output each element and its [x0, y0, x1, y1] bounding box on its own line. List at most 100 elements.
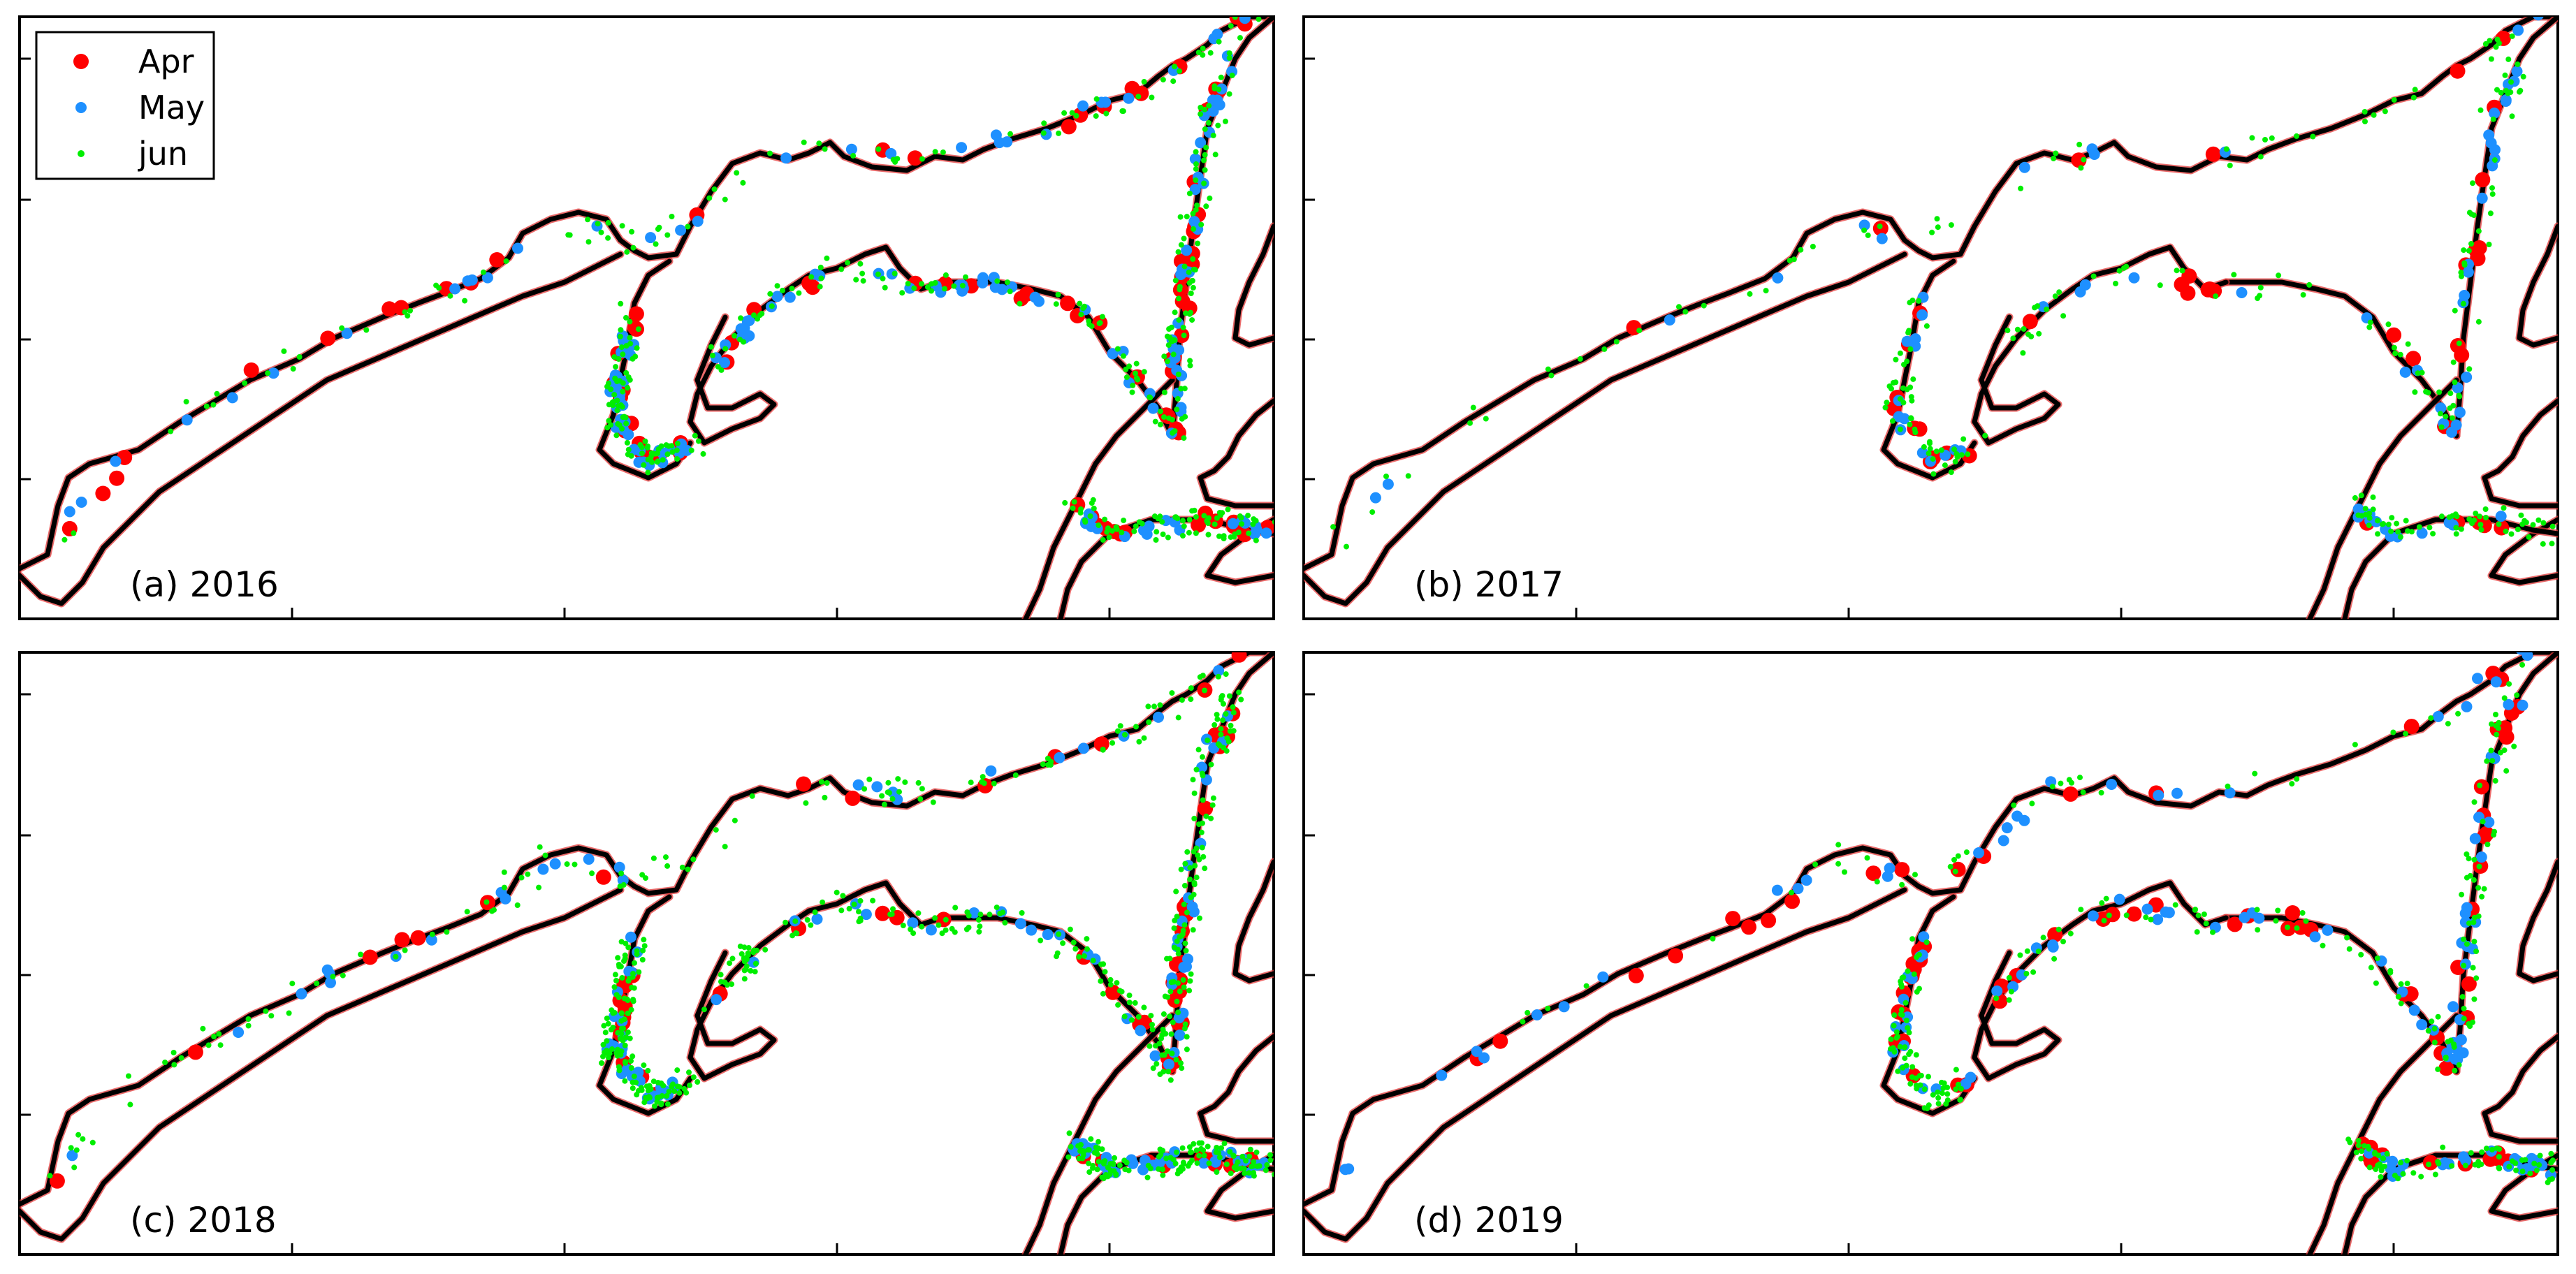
- observation-point-may: [645, 232, 657, 244]
- observation-point-jun: [1114, 346, 1121, 352]
- observation-point-jun: [2451, 1041, 2457, 1048]
- observation-point-jun: [1246, 1153, 1253, 1159]
- observation-point-jun: [1149, 94, 1155, 101]
- legend-label-may: May: [138, 89, 205, 126]
- observation-point-jun: [620, 351, 626, 358]
- observation-point-jun: [1470, 404, 1476, 411]
- observation-point-jun: [2121, 265, 2127, 271]
- coastline-path: [597, 258, 693, 481]
- observation-point-may: [2086, 143, 2098, 155]
- observation-point-apr: [2126, 906, 2142, 922]
- observation-point-may: [907, 917, 919, 929]
- observation-point-jun: [660, 457, 666, 463]
- observation-point-jun: [1123, 374, 1130, 381]
- observation-point-jun: [894, 156, 901, 162]
- observation-point-may: [2322, 924, 2334, 936]
- observation-point-jun: [1952, 868, 1958, 874]
- observation-point-jun: [214, 390, 220, 397]
- observation-point-jun: [1159, 1032, 1165, 1039]
- observation-point-may: [692, 215, 704, 227]
- observation-point-jun: [706, 195, 713, 201]
- observation-point-jun: [1139, 520, 1145, 527]
- observation-point-jun: [740, 180, 746, 186]
- observation-point-jun: [625, 446, 632, 453]
- observation-point-jun: [620, 414, 626, 420]
- observation-point-jun: [1174, 914, 1180, 920]
- observation-point-jun: [915, 779, 922, 786]
- observation-point-may: [956, 142, 968, 154]
- observation-point-jun: [2371, 112, 2377, 118]
- observation-point-jun: [1882, 404, 1889, 411]
- observation-point-may: [1916, 447, 1928, 459]
- observation-point-jun: [804, 917, 810, 923]
- observation-point-jun: [1191, 1141, 1197, 1147]
- observation-point-jun: [2456, 1062, 2462, 1068]
- observation-point-jun: [1165, 534, 1171, 541]
- observation-point-jun: [834, 889, 840, 895]
- observation-point-may: [1558, 1001, 1570, 1013]
- observation-point-jun: [1146, 719, 1152, 725]
- observation-point-may: [1175, 269, 1187, 280]
- observation-point-jun: [1948, 222, 1954, 228]
- observation-point-jun: [2494, 731, 2500, 738]
- observation-point-jun: [629, 228, 635, 235]
- observation-point-apr: [1492, 1033, 1508, 1049]
- observation-point-jun: [808, 922, 814, 928]
- observation-point-may: [2153, 789, 2164, 801]
- observation-point-jun: [2506, 681, 2512, 687]
- coastline-path: [2482, 398, 2558, 508]
- observation-point-jun: [2432, 1171, 2438, 1178]
- observation-point-may: [860, 909, 872, 921]
- observation-point-jun: [2471, 919, 2477, 925]
- observation-point-jun: [1181, 235, 1187, 242]
- observation-point-jun: [1214, 1169, 1220, 1175]
- observation-point-jun: [2306, 281, 2313, 288]
- observation-point-may: [871, 781, 883, 793]
- observation-point-may: [1998, 835, 2009, 847]
- observation-point-jun: [2378, 1174, 2384, 1180]
- coastline-path: [1023, 377, 1175, 619]
- observation-point-jun: [718, 972, 724, 978]
- observation-point-jun: [1157, 421, 1163, 427]
- observation-point-may: [1189, 184, 1201, 196]
- observation-point-jun: [1898, 1006, 1905, 1013]
- coast-halo: [1196, 397, 1274, 510]
- observation-point-jun: [1160, 1069, 1167, 1075]
- observation-point-jun: [966, 912, 972, 918]
- observation-point-apr: [2406, 351, 2422, 367]
- observation-point-jun: [749, 793, 755, 799]
- observation-point-may: [1916, 309, 1928, 321]
- observation-point-jun: [789, 932, 796, 939]
- observation-point-jun: [643, 1094, 649, 1101]
- observation-point-jun: [200, 1025, 206, 1032]
- observation-point-jun: [2194, 929, 2200, 935]
- observation-point-jun: [1164, 1048, 1170, 1054]
- observation-point-jun: [126, 1073, 131, 1079]
- observation-point-jun: [2520, 73, 2526, 80]
- observation-point-jun: [890, 906, 896, 912]
- observation-point-may: [2399, 366, 2411, 378]
- observation-point-jun: [729, 956, 736, 962]
- observation-point-jun: [1907, 384, 1914, 390]
- observation-point-jun: [1187, 363, 1193, 369]
- observation-point-jun: [624, 439, 630, 446]
- observation-point-jun: [609, 1046, 615, 1052]
- observation-point-jun: [1923, 939, 1930, 946]
- observation-point-jun: [621, 1016, 627, 1023]
- coastline-path: [2482, 1034, 2558, 1144]
- observation-point-jun: [1929, 229, 1935, 235]
- observation-point-may: [462, 275, 474, 287]
- observation-point-jun: [407, 307, 413, 314]
- observation-point-jun: [1168, 337, 1174, 343]
- observation-point-jun: [1193, 207, 1199, 213]
- observation-point-jun: [1214, 716, 1221, 722]
- observation-point-jun: [676, 1090, 683, 1096]
- observation-point-may: [1973, 847, 1985, 858]
- observation-point-jun: [1230, 710, 1237, 716]
- observation-point-jun: [1121, 518, 1127, 524]
- observation-point-apr: [1191, 517, 1207, 533]
- observation-point-jun: [2385, 321, 2392, 328]
- observation-point-jun: [1916, 1073, 1923, 1078]
- observation-point-jun: [1253, 1149, 1260, 1155]
- observation-point-jun: [1893, 379, 1899, 386]
